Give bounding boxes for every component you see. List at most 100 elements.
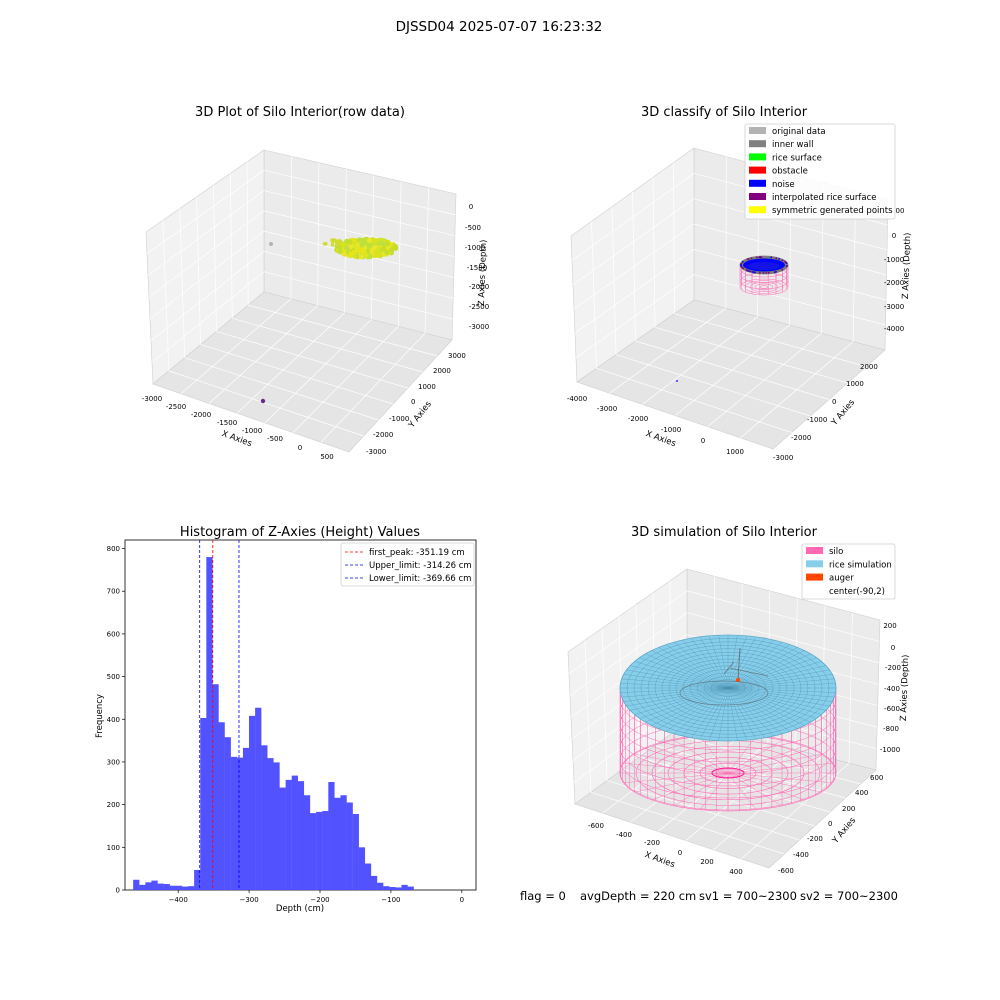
histogram-bar [389, 887, 396, 890]
simulation-floor-pane [574, 721, 877, 869]
rice-mesh-spoke [727, 638, 766, 689]
histogram-bar [200, 717, 207, 890]
histogram-bar [175, 885, 183, 890]
classify-ztick: 0 [892, 232, 896, 240]
raw-point [322, 242, 327, 246]
x-tick-label: 0 [460, 896, 464, 904]
status-avg-depth: avgDepth = 220 cm [580, 889, 696, 903]
silo-center-ring [711, 767, 745, 779]
y-tick-label: 600 [107, 630, 120, 638]
legend-swatch [806, 573, 823, 581]
rice-mesh-spoke [727, 636, 757, 689]
histogram-bar [157, 883, 164, 890]
grid-line [397, 181, 402, 327]
y-tick-label: 100 [107, 844, 120, 852]
classify-zticks: 00 0 -1000 -2000 -3000 -4000 [884, 207, 905, 333]
legend-swatch [806, 560, 823, 568]
y-tick-label: 700 [107, 588, 120, 596]
legend-label: noise [772, 180, 795, 190]
histogram-bar [316, 811, 323, 890]
raw-ztick: -1500 [467, 264, 487, 272]
raw-yticks: -3000 -2000 -1000 0 1000 2000 3000 [366, 352, 466, 456]
rice-mesh-spoke [727, 657, 817, 689]
simulation-yticks: -600 -400 -200 0 200 400 600 [778, 774, 883, 875]
classify-xticks: -4000 -3000 -2000 -1000 0 1000 [567, 395, 744, 456]
simulation-legend: silo rice simulation auger center(-90,2) [801, 543, 896, 600]
simulation-xtick: -200 [644, 839, 660, 847]
surface-point [760, 256, 762, 258]
y-tick-label: 200 [107, 801, 120, 809]
surface-point [759, 272, 761, 274]
silo-floor-spoke [727, 772, 833, 784]
raw-ytick: 3000 [448, 352, 466, 360]
silo-floor-spoke [623, 772, 729, 784]
legend-swatch [749, 179, 766, 187]
classify-xtick: 0 [701, 437, 705, 445]
legend-label: symmetric generated points [772, 206, 893, 216]
rice-mesh-spoke [727, 687, 835, 698]
simulation-xtick: -400 [616, 831, 632, 839]
histogram-xlabel: Depth (cm) [276, 904, 324, 914]
classify-legend: original data inner wall rice surface obsta… [744, 123, 896, 220]
panel-raw-title: 3D Plot of Silo Interior(row data) [195, 105, 405, 120]
x-tick-label: −200 [310, 896, 329, 904]
rice-mesh-spoke [690, 687, 729, 738]
grid-line [622, 768, 815, 827]
raw-zlabel: Z Axies (Depth) [477, 239, 489, 306]
grid-line [162, 220, 170, 371]
surface-point [751, 271, 754, 273]
rice-mesh-spoke [651, 687, 729, 726]
raw-point [366, 237, 373, 243]
histogram-bar [145, 882, 152, 890]
histogram-bar [297, 781, 305, 890]
histogram-bars [133, 557, 414, 890]
histogram-bar [273, 762, 280, 890]
panel-classify-title: 3D classify of Silo Interior [641, 105, 808, 120]
simulation-ztick: 200 [883, 622, 896, 630]
raw-ztick: -500 [465, 224, 481, 232]
raw-point [337, 249, 343, 255]
classify-silo-wireframe [739, 255, 789, 296]
rice-mesh-spoke [727, 687, 798, 729]
x-tick-label: −100 [381, 896, 400, 904]
rice-mesh-spoke [690, 638, 729, 689]
simulation-xticks: -600 -400 -200 0 200 400 [588, 822, 743, 876]
grid-line [232, 317, 423, 373]
rice-mesh-spoke [727, 687, 811, 723]
rice-mesh-spoke [709, 635, 729, 689]
raw-point [344, 245, 350, 251]
grid-line [424, 187, 429, 334]
legend-label: original data [772, 127, 826, 137]
rice-mesh-spoke [639, 687, 729, 719]
rice-mesh-spoke [727, 687, 805, 726]
histogram-bar [188, 886, 195, 890]
grid-line [686, 612, 879, 664]
histogram-bar [206, 557, 213, 890]
grid-line [248, 304, 438, 357]
raw-ytick: 1000 [418, 383, 436, 391]
grid-line [229, 173, 233, 319]
rice-mesh-spoke [727, 687, 774, 737]
legend-label: rice surface [772, 153, 822, 163]
simulation-xtick: 400 [729, 868, 742, 876]
status-flag: flag = 0 [520, 889, 566, 903]
surface-point [741, 261, 744, 263]
panel-classify-3d: 3D classify of Silo Interior -4000 -3000… [567, 105, 913, 462]
simulation-xtick: 200 [700, 858, 713, 866]
raw-point [365, 248, 371, 254]
raw-ztick: 0 [469, 203, 473, 211]
raw-ytick: -2000 [373, 431, 393, 439]
grid-line [685, 749, 796, 841]
surface-point [750, 257, 753, 260]
grid-line [148, 210, 265, 298]
y-tick-label: 800 [107, 545, 120, 553]
surface-point [746, 269, 749, 272]
histogram-bar [322, 811, 329, 890]
classify-ytick: 0 [832, 398, 836, 406]
rice-mesh-spoke [727, 678, 835, 689]
rice-mesh-spoke [651, 650, 729, 689]
simulation-xtick: -600 [588, 822, 604, 830]
rice-mesh-spoke [718, 687, 729, 741]
panel-simulation-title: 3D simulation of Silo Interior [631, 525, 818, 540]
